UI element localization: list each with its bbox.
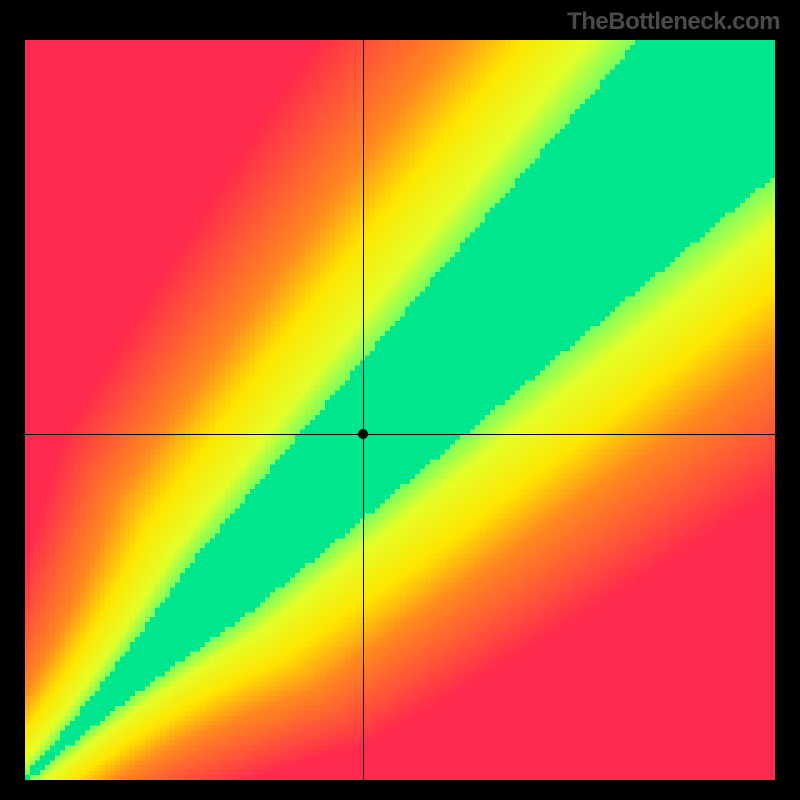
watermark-text: TheBottleneck.com: [567, 8, 780, 36]
heatmap-plot: [25, 40, 775, 780]
heatmap-canvas: [25, 40, 775, 780]
crosshair-marker-dot: [358, 429, 368, 439]
crosshair-vertical: [363, 40, 364, 780]
crosshair-horizontal: [25, 434, 775, 435]
